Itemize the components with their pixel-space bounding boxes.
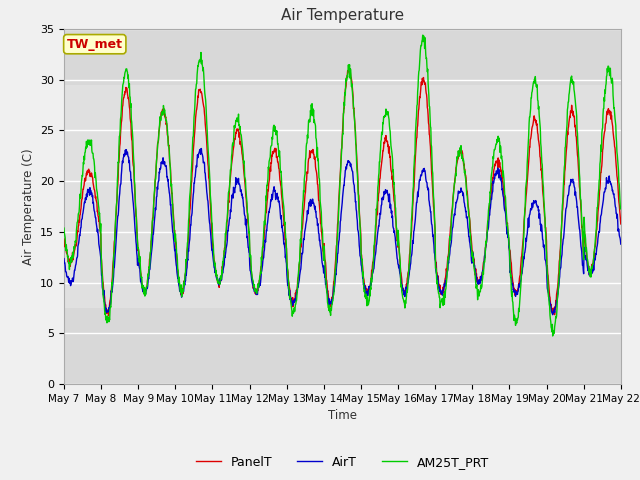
PanelT bbox=[60, 236, 68, 242]
AirT bbox=[552, 305, 559, 311]
PanelT bbox=[552, 306, 559, 312]
AirT bbox=[184, 257, 191, 263]
AirT bbox=[198, 145, 205, 151]
AM25T_PRT bbox=[552, 318, 559, 324]
Line: AM25T_PRT: AM25T_PRT bbox=[64, 35, 621, 336]
AM25T_PRT bbox=[549, 333, 557, 339]
PanelT bbox=[184, 238, 192, 243]
AM25T_PRT bbox=[60, 225, 68, 231]
AirT bbox=[549, 312, 557, 318]
PanelT bbox=[346, 64, 353, 70]
AM25T_PRT bbox=[429, 186, 437, 192]
PanelT bbox=[617, 221, 625, 227]
PanelT bbox=[171, 228, 179, 233]
Text: TW_met: TW_met bbox=[67, 37, 123, 51]
Line: AirT: AirT bbox=[64, 148, 621, 315]
AirT bbox=[246, 268, 254, 274]
AirT bbox=[60, 256, 68, 262]
AirT bbox=[429, 232, 437, 238]
AM25T_PRT bbox=[617, 205, 625, 211]
AM25T_PRT bbox=[170, 225, 178, 230]
AM25T_PRT bbox=[419, 32, 426, 38]
Line: PanelT: PanelT bbox=[64, 67, 621, 316]
AirT bbox=[170, 244, 178, 250]
AM25T_PRT bbox=[184, 239, 191, 244]
Y-axis label: Air Temperature (C): Air Temperature (C) bbox=[22, 148, 35, 264]
PanelT bbox=[429, 204, 437, 209]
X-axis label: Time: Time bbox=[328, 409, 357, 422]
AirT bbox=[617, 241, 625, 247]
PanelT bbox=[105, 313, 113, 319]
PanelT bbox=[246, 263, 254, 268]
Title: Air Temperature: Air Temperature bbox=[281, 9, 404, 24]
AM25T_PRT bbox=[246, 254, 254, 260]
Bar bbox=[64, 84, 621, 308]
Legend: PanelT, AirT, AM25T_PRT: PanelT, AirT, AM25T_PRT bbox=[191, 451, 494, 474]
AM25T_PRT bbox=[502, 203, 509, 209]
PanelT bbox=[502, 214, 510, 220]
AirT bbox=[502, 214, 509, 219]
